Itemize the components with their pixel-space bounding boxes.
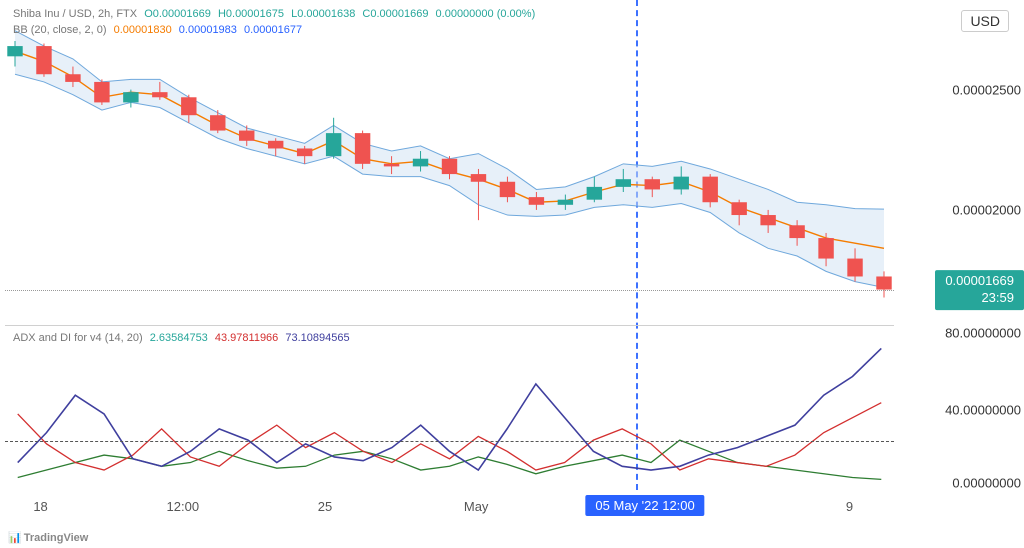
tradingview-chart[interactable]: Shiba Inu / USD, 2h, FTX O0.00001669 H0.… [0,0,1024,548]
yaxis-tick: 0.00002000 [952,203,1021,218]
symbol-label: Shiba Inu / USD, 2h, FTX [13,8,137,20]
yaxis-indicator[interactable]: 80.0000000040.000000000.00000000 [899,325,1024,485]
yaxis-tick: 80.00000000 [945,326,1021,341]
indicator-threshold-line [5,441,894,442]
bb-legend: BB (20, close, 2, 0) 0.00001830 0.000019… [13,24,302,36]
xaxis-label: 9 [846,499,853,514]
yaxis-tick: 0.00000000 [952,476,1021,491]
currency-label: USD [961,10,1009,32]
current-price-tag: 0.00001669 23:59 [935,270,1024,310]
xaxis-label: May [464,499,489,514]
yaxis-tick: 0.00002500 [952,83,1021,98]
current-price-line [5,290,894,291]
price-panel[interactable]: Shiba Inu / USD, 2h, FTX O0.00001669 H0.… [5,0,894,320]
xaxis-label: 12:00 [167,499,200,514]
ohlc-legend: Shiba Inu / USD, 2h, FTX O0.00001669 H0.… [13,8,535,20]
xaxis-label: 18 [33,499,47,514]
adx-legend: ADX and DI for v4 (14, 20) 2.63584753 43… [13,332,350,344]
indicator-panel[interactable]: ADX and DI for v4 (14, 20) 2.63584753 43… [5,325,894,485]
xaxis-label: 25 [318,499,332,514]
tradingview-logo: 📊 TradingView [8,531,88,544]
yaxis-price[interactable]: USD 0.00002500 0.00002000 0.00001669 23:5… [899,0,1024,320]
xaxis-highlight: 05 May '22 12:00 [585,495,704,516]
price-svg [5,0,894,320]
yaxis-tick: 40.00000000 [945,403,1021,418]
indicator-svg [5,326,894,485]
xaxis[interactable]: 18 12:00 25 May 9 05 May '22 12:00 [5,490,894,520]
